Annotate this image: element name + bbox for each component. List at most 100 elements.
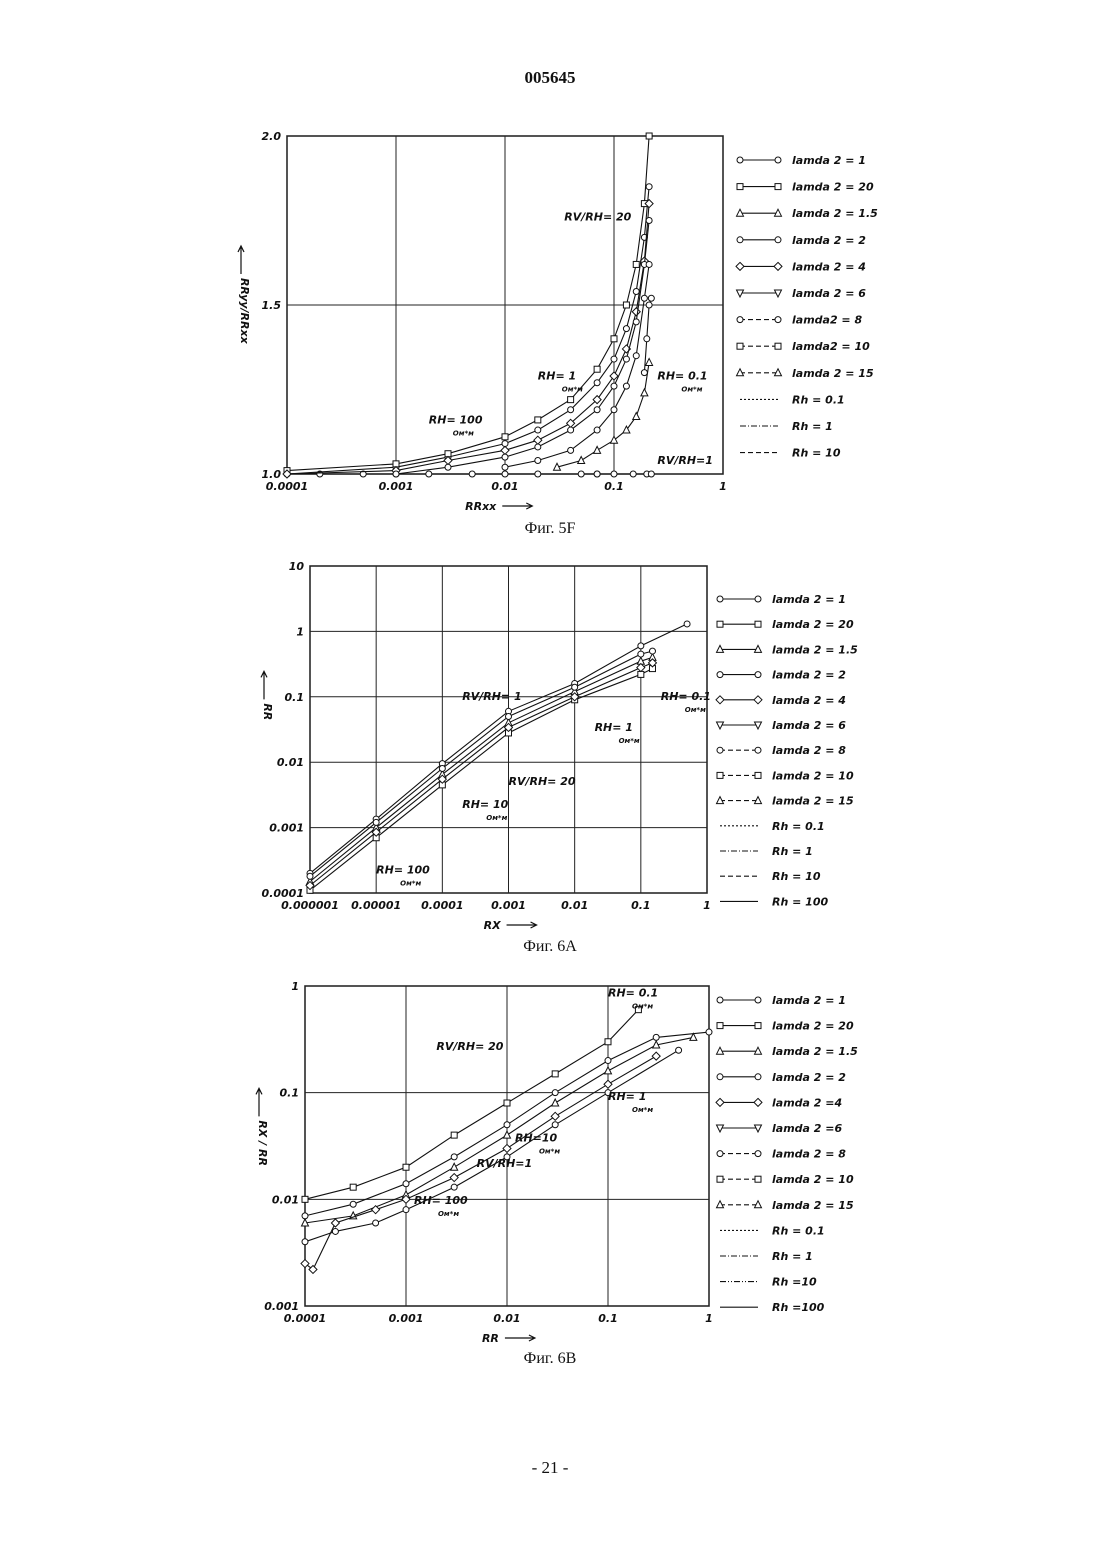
fig6b-y-tick-label: 1 — [291, 980, 299, 993]
fig5f-legend-label: lamda 2 = 2 — [792, 234, 866, 247]
fig6b-legend-entry: lamda 2 = 2 — [717, 1071, 846, 1084]
fig6b-legend-marker — [755, 1176, 761, 1182]
fig5f-data-point — [535, 444, 541, 450]
fig6a-legend-entry: lamda 2 = 2 — [717, 669, 846, 682]
fig5f-legend-marker — [737, 184, 743, 190]
fig6a-data-point — [439, 766, 445, 772]
fig5f-annotation: RV/RH= 20 — [564, 211, 631, 224]
fig6b-data-point — [403, 1181, 409, 1187]
fig5f-legend-entry: lamda2 = 10 — [737, 340, 870, 353]
fig5f-legend-marker — [775, 157, 781, 163]
fig6a-legend-marker — [717, 772, 723, 778]
caption-6a: Фиг. 6А — [0, 938, 1100, 956]
fig6b-data-point — [605, 1067, 612, 1074]
fig6b-data-point — [403, 1164, 409, 1170]
fig6b-legend-entry: lamda 2 = 8 — [717, 1148, 846, 1161]
fig5f-data-point — [594, 380, 600, 386]
fig5f-data-point — [646, 358, 653, 365]
fig6b-legend-label: Rh =10 — [772, 1276, 817, 1289]
fig6a-legend-label: Rh = 100 — [772, 895, 828, 908]
fig6a-data-point — [684, 621, 690, 627]
fig6a-legend-marker — [755, 747, 761, 753]
fig5f-legend-entry: Rh = 0.1 — [740, 393, 845, 406]
fig6b-data-point — [451, 1132, 457, 1138]
fig6a-y-tick-label: 0.001 — [269, 822, 304, 835]
fig5f-data-point — [578, 456, 585, 463]
fig6b-legend-entry: Rh =10 — [720, 1276, 817, 1289]
fig5f-data-point — [646, 133, 652, 139]
fig5f-data-point — [502, 454, 508, 460]
fig6a-legend-label: lamda 2 = 6 — [772, 719, 846, 732]
fig6b-legend-marker — [717, 997, 723, 1003]
fig6a-legend-marker — [717, 747, 723, 753]
fig6a-legend-entry: lamda 2 = 4 — [716, 694, 846, 707]
fig6a-annotation-unit: Ом*м — [619, 737, 640, 745]
fig6a-legend-marker — [755, 772, 761, 778]
fig6b-annotation-unit: Ом*м — [539, 1147, 560, 1155]
fig6b-x-tick-label: 1 — [705, 1312, 713, 1325]
fig6a-data-point — [638, 643, 644, 649]
fig5f-y-tick-label: 1.5 — [262, 299, 282, 312]
fig6b-legend-label: lamda 2 = 1.5 — [772, 1045, 858, 1058]
fig5f-data-point — [633, 288, 639, 294]
fig6a-legend-label: lamda 2 = 2 — [772, 669, 846, 682]
fig6b-legend-marker — [717, 1023, 723, 1029]
fig6b-legend-marker — [755, 997, 761, 1003]
fig6b-legend-marker — [717, 1151, 723, 1157]
fig5f-legend-entry: lamda 2 = 15 — [737, 367, 874, 380]
fig6b-legend-entry: lamda 2 = 1.5 — [717, 1045, 859, 1058]
fig5f-data-point — [623, 356, 629, 362]
fig6b-data-point — [504, 1100, 510, 1106]
fig6b-legend-entry: lamda 2 =4 — [716, 1096, 842, 1109]
fig6a-series-0 — [307, 621, 690, 876]
fig5f-data-point — [644, 336, 650, 342]
fig6b-x-axis-label: RR — [482, 1332, 499, 1345]
fig6b-data-point — [451, 1184, 457, 1190]
fig5f-annotation: RH= 1 — [538, 369, 576, 382]
fig6a-legend-label: lamda 2 = 1.5 — [772, 643, 858, 656]
fig6a-legend-label: lamda 2 = 20 — [772, 618, 854, 631]
fig5f-data-point — [611, 336, 617, 342]
fig6b-y-tick-label: 0.1 — [280, 1087, 300, 1100]
fig6a-legend-label: lamda 2 = 8 — [772, 744, 846, 757]
fig5f-data-point — [594, 407, 600, 413]
fig6a-legend-label: Rh = 1 — [772, 845, 813, 858]
fig5f-data-point — [633, 413, 640, 420]
fig5f-legend-label: lamda 2 = 4 — [792, 260, 866, 273]
fig6a-legend-entry: lamda 2 = 15 — [717, 795, 854, 808]
fig6a-annotation: RV/RH= 1 — [462, 690, 521, 703]
fig6a-legend-entry: Rh = 10 — [720, 870, 821, 883]
fig6a-legend-entry: lamda 2 = 6 — [717, 719, 847, 732]
fig6b-legend-label: lamda 2 =4 — [772, 1096, 842, 1109]
fig5f-data-point — [535, 471, 541, 477]
fig5f-data-point — [623, 383, 629, 389]
fig5f-annotation: RV/RH=1 — [657, 454, 713, 467]
fig6a-legend-label: Rh = 10 — [772, 870, 821, 883]
fig5f-data-point — [501, 446, 509, 454]
fig5f-data-point — [594, 471, 600, 477]
fig6b-data-point — [604, 1080, 612, 1088]
fig6a-legend-entry: Rh = 100 — [720, 895, 828, 908]
fig6b-data-point — [350, 1201, 356, 1207]
fig5f-data-point — [393, 471, 399, 477]
fig5f-data-point — [646, 302, 652, 308]
fig5f-data-point — [611, 436, 618, 443]
fig6b-legend-marker — [717, 1074, 723, 1080]
fig6a-legend-label: lamda 2 = 10 — [772, 769, 854, 782]
fig6a-legend-label: lamda 2 = 15 — [772, 795, 854, 808]
fig6b-data-point — [301, 1260, 309, 1268]
fig6b-data-point — [331, 1219, 339, 1227]
fig6b-y-tick-label: 0.001 — [264, 1300, 299, 1313]
caption-5f: Фиг. 5F — [0, 520, 1100, 538]
fig5f-legend-entry: lamda 2 = 20 — [737, 181, 874, 194]
fig5f-annotation-unit: Ом*м — [562, 385, 583, 393]
fig6b-data-point — [605, 1058, 611, 1064]
fig5f-x-axis-arrow — [502, 503, 532, 509]
fig5f-legend-marker — [775, 184, 781, 190]
fig6b-annotation: RH= 100 — [414, 1194, 468, 1207]
fig5f-annotation-unit: Ом*м — [681, 385, 702, 393]
fig6b-annotation: RV/RH= 20 — [436, 1040, 503, 1053]
fig6b-x-axis-arrow — [505, 1335, 535, 1341]
chart-5f: 0.00010.0010.010.111.01.52.0RRxxRRyy/RRx… — [0, 120, 1100, 545]
fig6a-data-point — [638, 671, 644, 677]
